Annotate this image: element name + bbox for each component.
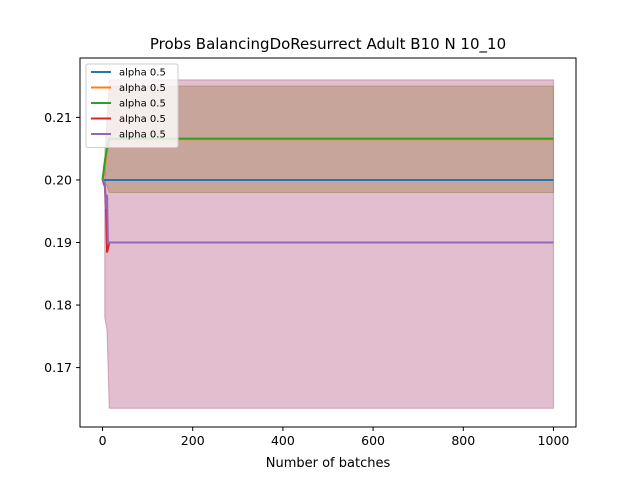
y-tick-label: 0.20 [44,172,72,187]
x-tick-label: 0 [99,433,107,448]
x-tick-label: 1000 [538,433,570,448]
x-axis-label: Number of batches [266,456,391,471]
y-tick-label: 0.21 [44,110,72,125]
x-tick-label: 800 [451,433,475,448]
chart-title: Probs BalancingDoResurrect Adult B10 N 1… [150,35,506,54]
legend-box [85,63,179,148]
y-tick-label: 0.18 [44,298,72,313]
x-tick-label: 600 [361,433,385,448]
legend-label: alpha 0.5 [119,114,166,125]
legend-label: alpha 0.5 [119,68,166,79]
legend-label: alpha 0.5 [119,99,166,110]
y-tick-label: 0.17 [44,360,72,375]
plot-inner [101,79,554,409]
x-tick-label: 400 [271,433,295,448]
series-line-5 [101,179,554,245]
plot-area: 0 200 400 600 800 1000 0.17 0.18 0.19 0.20 0.21 alp… [44,57,577,448]
legend: alpha 0.5 alpha 0.5 alpha 0.5 alpha 0.5 alph… [85,63,179,148]
legend-label: alpha 0.5 [119,130,166,141]
legend-label: alpha 0.5 [119,83,166,94]
x-tick-label: 200 [181,433,205,448]
y-tick-label: 0.19 [44,235,72,250]
series-line-3 [101,137,554,181]
